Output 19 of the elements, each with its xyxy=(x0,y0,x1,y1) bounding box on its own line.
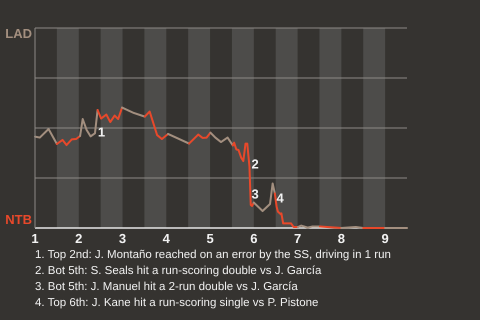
annotation: 1 xyxy=(98,124,106,140)
x-tick-label: 9 xyxy=(382,231,389,246)
x-tick-label: 6 xyxy=(250,231,258,246)
x-tick-label: 3 xyxy=(118,231,126,246)
text: 3. Bot 5th: J. Manuel hit a 2-run double vs J. García xyxy=(35,281,298,293)
text: 1. Top 2nd: J. Montaño reached on an error by the SS, driving in 1 run xyxy=(35,249,391,261)
annotation: 4 xyxy=(276,190,284,206)
annotation: 2 xyxy=(252,156,259,172)
x-tick-label: 5 xyxy=(206,231,214,246)
text: 2. Bot 5th: S. Seals hit a run-scoring double vs J. García xyxy=(35,265,322,277)
x-tick-label: 8 xyxy=(338,231,345,246)
text: NTB xyxy=(5,212,32,227)
x-tick-label: 1 xyxy=(31,231,39,246)
x-tick-label: 4 xyxy=(162,231,171,246)
text: LAD xyxy=(5,26,32,41)
x-tick-label: 7 xyxy=(294,231,302,246)
text: 4. Top 6th: J. Kane hit a run-scoring single vs P. Pistone xyxy=(35,297,318,309)
annotation: 3 xyxy=(252,186,259,202)
x-tick-label: 2 xyxy=(75,231,82,246)
